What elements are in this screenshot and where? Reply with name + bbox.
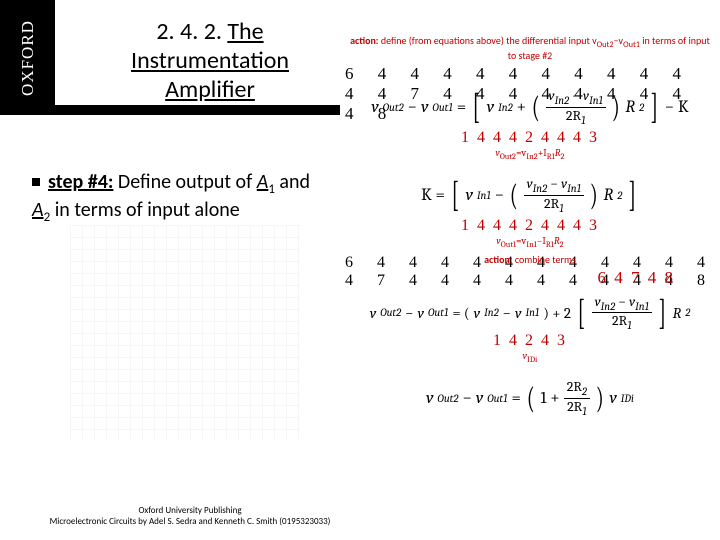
equation-1: vOut2 − vOut1 = [ vIn2 + ( vIn2 − vIn1 2…: [345, 88, 715, 127]
eq-small-1: vOut2=vIn2+IR1R2: [345, 147, 715, 162]
action-1: action: define (from equations above) th…: [345, 35, 715, 62]
bullet-icon: [32, 178, 40, 186]
equations-column: action: define (from equations above) th…: [345, 35, 715, 418]
footer: Oxford University Publishing Microelectr…: [0, 506, 380, 528]
title-prefix: 2. 4. 2.: [156, 17, 227, 46]
bullet-a2: A: [32, 198, 44, 222]
bullet-a1: A: [257, 170, 269, 194]
circuit-bg: [70, 225, 300, 440]
digits-647: 6 4 7 4 8: [345, 268, 715, 288]
digits-mid-2: 1 4 4 4 2 4 4 4 3: [345, 217, 715, 235]
bullet-step4: step #4: Define output of A1 and A2 in t…: [32, 170, 312, 227]
vidi-label: vIDi: [345, 350, 715, 365]
equation-3: vOut2 − vOut1 = (vIn2 − vIn1) + 2 [ vIn2…: [345, 294, 715, 333]
bullet-and: and: [275, 170, 310, 194]
oxford-badge: OXFORD: [0, 0, 55, 115]
bullet-body-b: in terms of input alone: [50, 198, 240, 222]
bullet-s1: 1: [268, 182, 275, 197]
footer-line-2: Microelectronic Circuits by Adel S. Sedr…: [0, 517, 380, 528]
bullet-body-a: Define output of: [113, 170, 256, 194]
slide-title: 2. 4. 2. The Instrumentation Amplifier: [95, 18, 325, 104]
eq-small-2: vOut1=vIn1−IR1R2: [345, 235, 715, 250]
digits-142: 1 4 2 4 3: [345, 332, 715, 350]
bullet-lead: step #4:: [48, 170, 113, 194]
equation-K: K = [ vIn1 − ( vIn2 − vIn1 2R1 ) R2 ]: [345, 176, 715, 215]
equation-4: vOut2 − vOut1 = ( 1 + 2R2 2R1 ) vIDi: [345, 379, 715, 418]
oxford-text: OXFORD: [18, 20, 38, 96]
digits-mid-1: 1 4 4 4 2 4 4 4 3: [345, 129, 715, 147]
header-bar: [0, 105, 340, 115]
